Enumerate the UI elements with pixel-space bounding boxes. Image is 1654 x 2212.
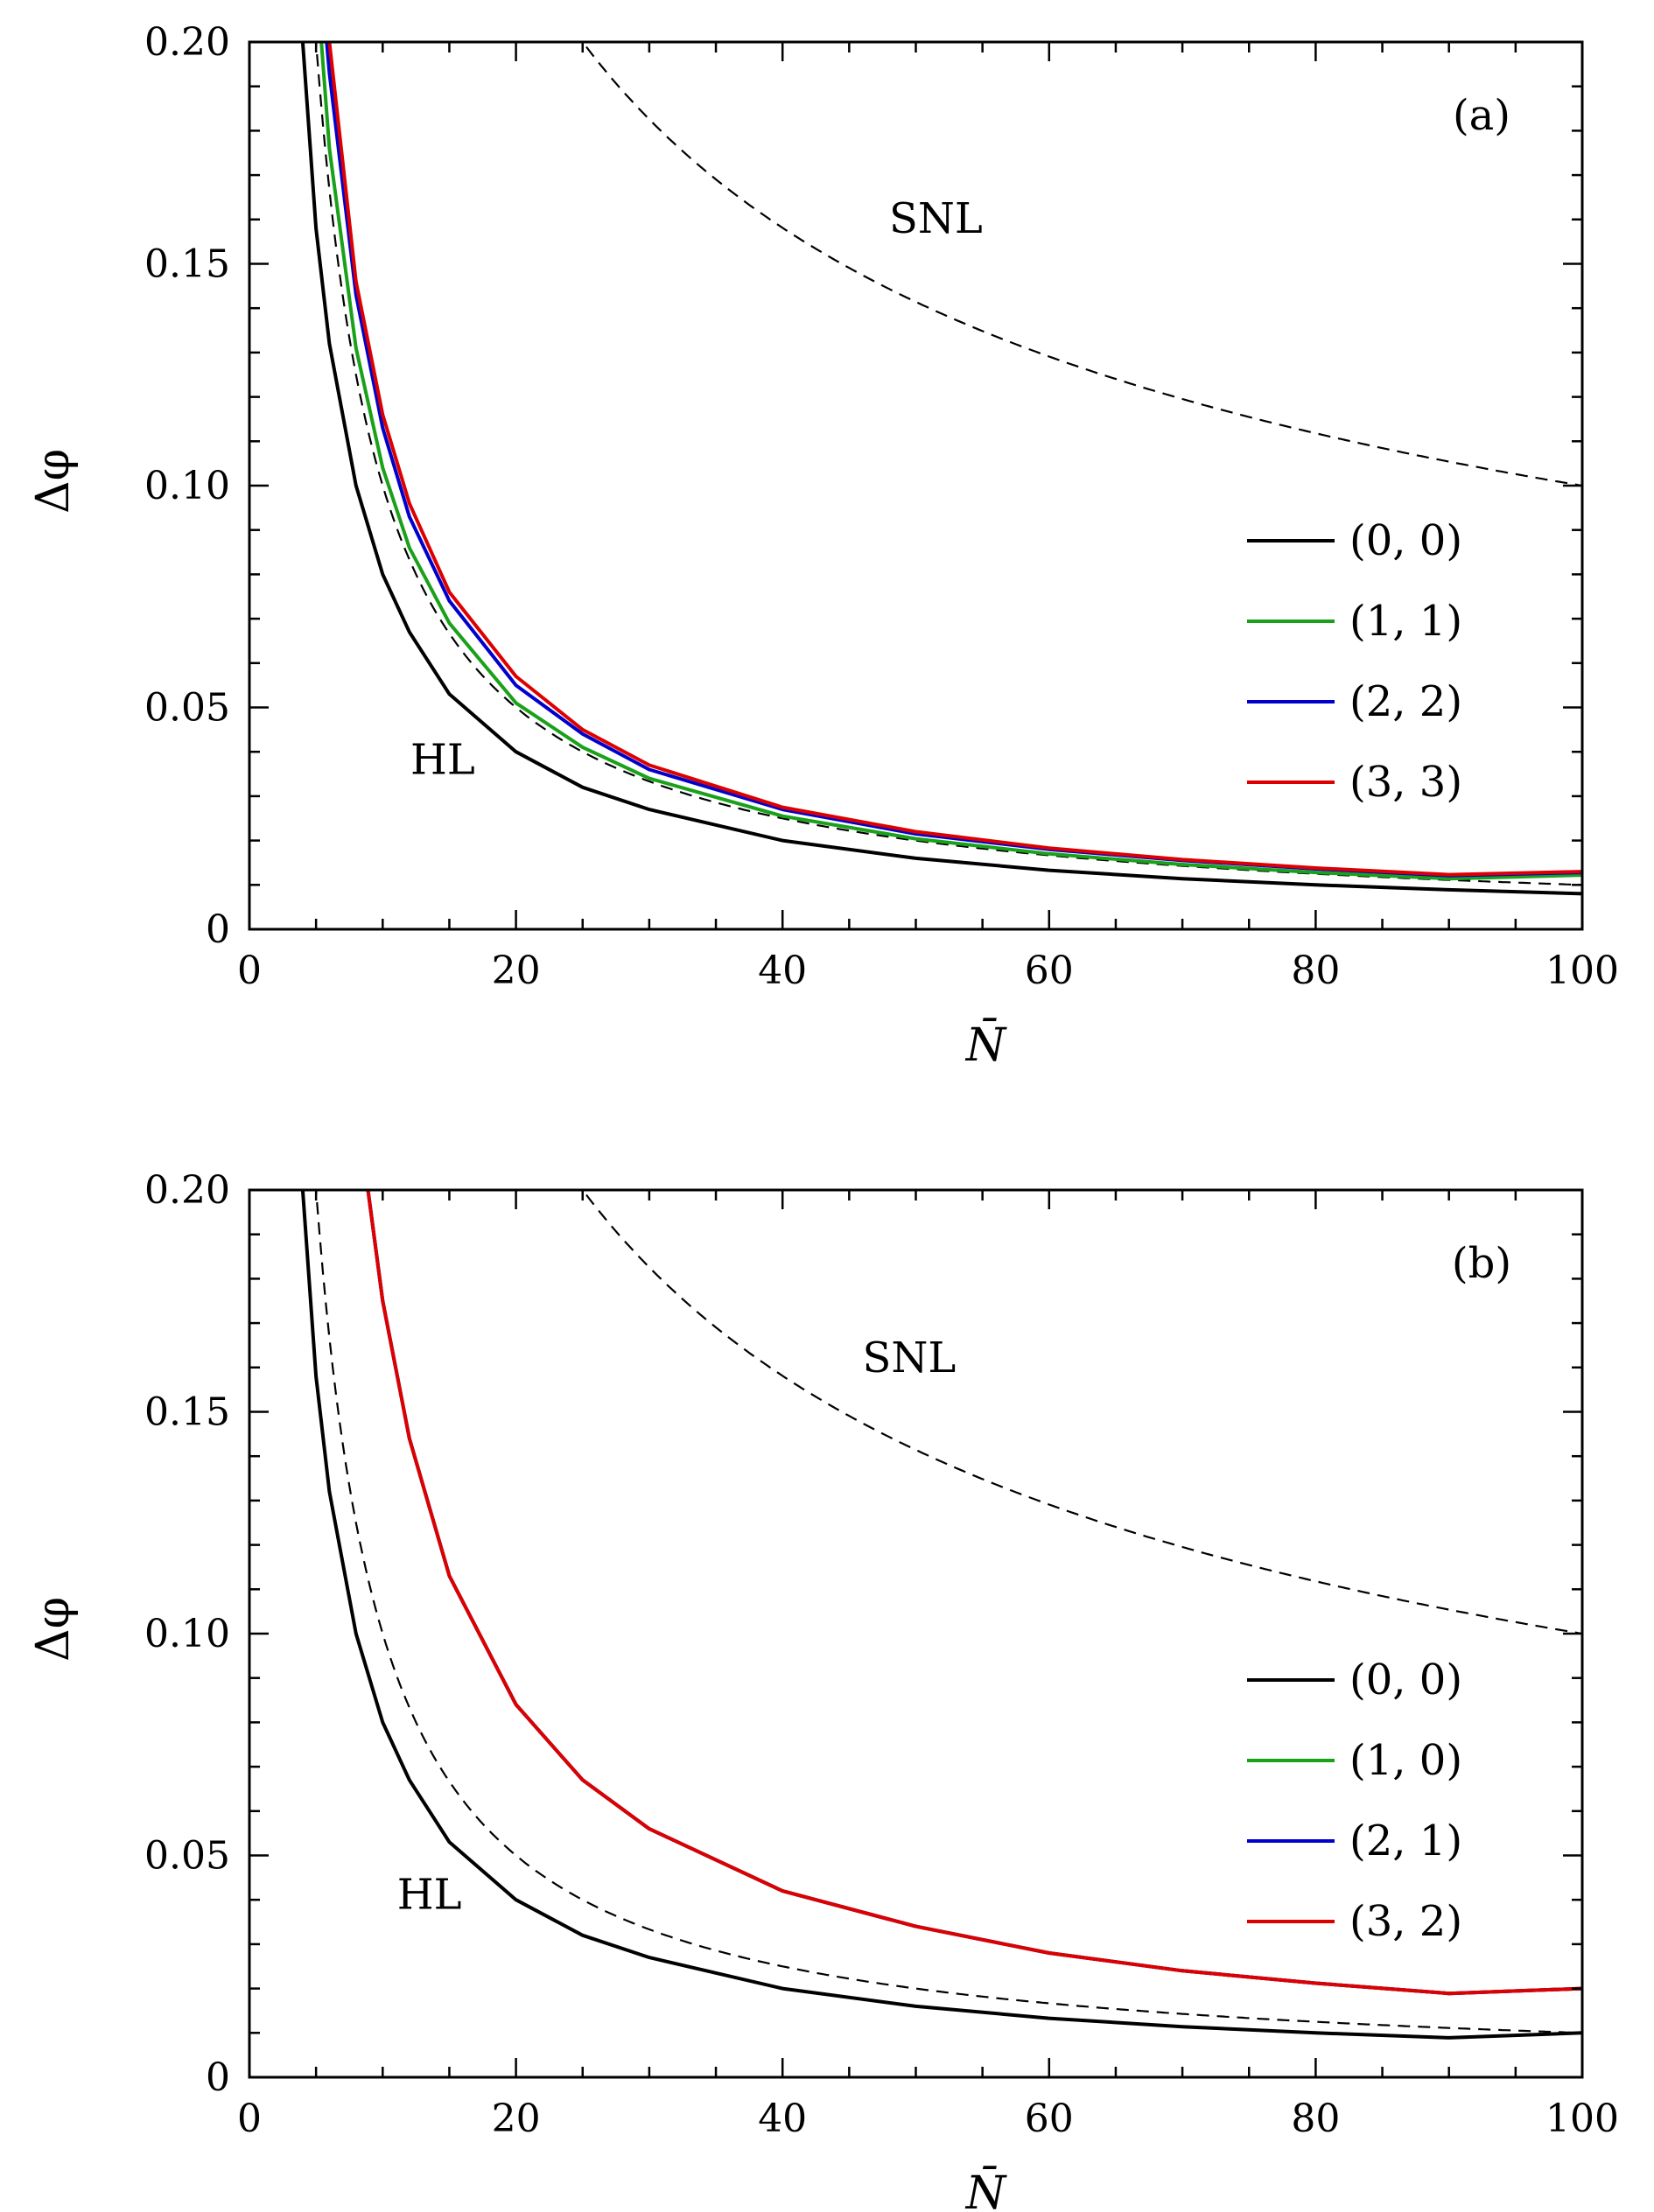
legend-label-2: (2, 2) (1349, 677, 1462, 726)
x-tick-label: 80 (1291, 948, 1340, 993)
x-tick-label: 0 (237, 2096, 262, 2141)
x-tick-label: 20 (492, 948, 541, 993)
y-axis-title: Δφ (27, 1597, 80, 1662)
legend-label-0: (0, 0) (1349, 1656, 1462, 1704)
series-line-3 (327, 42, 1582, 877)
y-tick-label: 0.15 (144, 242, 230, 287)
x-tick-label: 100 (1545, 2096, 1619, 2141)
y-axis-title: Δφ (27, 449, 80, 514)
annotation-snl: SNL (889, 194, 983, 243)
reference-curve-hl (314, 1190, 1582, 2034)
series-line-1 (366, 1190, 1582, 1996)
legend-label-2: (2, 1) (1349, 1816, 1462, 1866)
x-tick-label: 20 (492, 2096, 541, 2141)
x-tick-label: 40 (758, 948, 807, 993)
series-line-0 (300, 42, 1582, 896)
annotation-hl: HL (397, 1870, 462, 1919)
y-tick-label: 0.10 (144, 1612, 230, 1656)
legend-label-3: (3, 3) (1349, 758, 1462, 807)
legend-label-1: (1, 1) (1349, 597, 1462, 646)
y-tick-label: 0 (206, 2055, 230, 2100)
x-axis-title: N̄ (964, 1018, 1007, 1072)
y-tick-label: 0.15 (144, 1390, 230, 1435)
x-axis-title: N̄ (964, 2166, 1007, 2212)
series-line-0 (300, 1190, 1582, 2040)
series-line-2 (366, 1190, 1582, 1996)
x-tick-label: 60 (1025, 948, 1074, 993)
panel-label: (b) (1452, 1239, 1511, 1288)
annotation-snl: SNL (863, 1334, 957, 1382)
x-tick-label: 40 (758, 2096, 807, 2141)
panel-label: (a) (1453, 91, 1510, 140)
y-tick-label: 0.05 (144, 1834, 230, 1879)
panel-a: 0 20 40 60 80 100 0 0.05 0.10 0.15 0.20 N̄ Δφ (a) SNL H… (27, 20, 1619, 1072)
legend-label-3: (3, 2) (1349, 1897, 1462, 1946)
x-tick-label: 100 (1545, 948, 1619, 993)
y-tick-label: 0.20 (144, 20, 230, 65)
y-tick-label: 0 (206, 907, 230, 952)
y-tick-label: 0.10 (144, 464, 230, 508)
reference-curve-snl (581, 1190, 1582, 1635)
series-line-3 (366, 1190, 1582, 1996)
x-tick-label: 60 (1025, 2096, 1074, 2141)
x-tick-label: 80 (1291, 2096, 1340, 2141)
y-tick-label: 0.20 (144, 1168, 230, 1213)
legend-label-1: (1, 0) (1349, 1736, 1462, 1785)
legend-label-0: (0, 0) (1349, 516, 1462, 565)
annotation-hl: HL (410, 736, 475, 785)
series-line-1 (319, 42, 1582, 881)
panel-b: 0 20 40 60 80 100 0 0.05 0.10 0.15 0.20 N̄ Δφ (b) SNL H… (27, 1168, 1619, 2212)
reference-curve-snl (581, 42, 1582, 487)
y-tick-label: 0.05 (144, 686, 230, 731)
x-tick-label: 0 (237, 948, 262, 993)
